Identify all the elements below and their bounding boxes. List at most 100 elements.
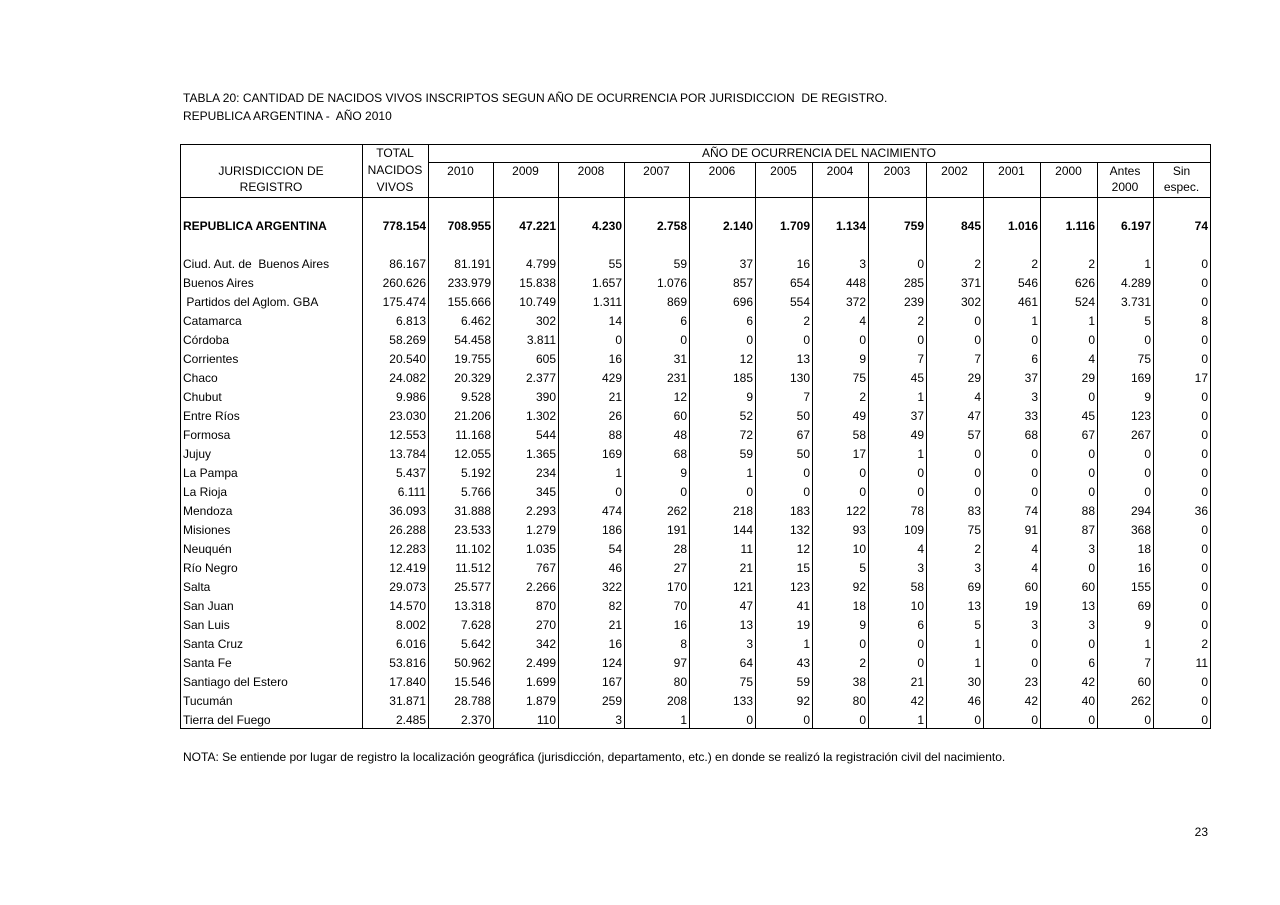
cell: 0 xyxy=(974,333,981,347)
cell: 64 xyxy=(739,656,753,670)
cell: 3 xyxy=(974,561,981,575)
cell: 371 xyxy=(960,276,981,290)
cell: 18 xyxy=(1137,542,1151,556)
cell: 0 xyxy=(1201,447,1208,461)
cell: 0 xyxy=(1201,333,1208,347)
cell: 708.955 xyxy=(447,219,491,233)
cell: 0 xyxy=(1031,447,1038,461)
rule xyxy=(755,162,756,728)
cell: 6.197 xyxy=(1120,219,1151,233)
cell: 0 xyxy=(1201,580,1208,594)
cell: 110 xyxy=(536,713,556,727)
cell: 461 xyxy=(1017,295,1038,309)
cell: 67 xyxy=(1081,428,1095,442)
cell: 58 xyxy=(910,580,924,594)
cell: 123 xyxy=(789,580,810,594)
cell: 29 xyxy=(967,371,981,385)
cell: 40 xyxy=(1081,694,1095,708)
cell: 45 xyxy=(1081,409,1095,423)
cell: 20.540 xyxy=(389,352,426,366)
cell: 86.167 xyxy=(389,257,426,271)
cell: 48 xyxy=(673,428,687,442)
cell: 60 xyxy=(1081,580,1095,594)
cell: 3 xyxy=(1088,618,1095,632)
cell: 15.838 xyxy=(519,276,556,290)
cell: 767 xyxy=(535,561,556,575)
page-number: 23 xyxy=(1194,825,1208,839)
cell: 3.731 xyxy=(1120,295,1151,309)
cell: 208 xyxy=(666,694,687,708)
cell: 80 xyxy=(673,675,687,689)
cell: 4.289 xyxy=(1120,276,1151,290)
cell: 0 xyxy=(803,485,810,499)
row-name: Corrientes xyxy=(183,352,239,366)
cell: 54.458 xyxy=(454,333,491,347)
cell: 5 xyxy=(859,561,866,575)
cell: 3 xyxy=(615,713,622,727)
rule xyxy=(1040,162,1041,728)
cell: 270 xyxy=(535,618,556,632)
cell: 46 xyxy=(967,694,981,708)
cell: 23.533 xyxy=(454,523,491,537)
cell: 2 xyxy=(974,542,981,556)
cell: 0 xyxy=(746,333,753,347)
cell: 3 xyxy=(1031,390,1038,404)
header-label: 2000 xyxy=(1111,180,1139,194)
cell: 9 xyxy=(746,390,753,404)
cell: 9 xyxy=(1144,390,1151,404)
cell: 12.553 xyxy=(389,428,426,442)
cell: 93 xyxy=(852,523,866,537)
cell: 155.666 xyxy=(447,295,491,309)
cell: 2 xyxy=(917,314,924,328)
cell: 17 xyxy=(1194,371,1208,385)
cell: 429 xyxy=(601,371,622,385)
header-group: AÑO DE OCURRENCIA DEL NACIMIENTO xyxy=(701,146,937,160)
cell: 3 xyxy=(859,257,866,271)
cell: 6.462 xyxy=(460,314,491,328)
row-name: Ciud. Aut. de Buenos Aires xyxy=(183,257,330,271)
header-label: 2004 xyxy=(826,164,854,178)
cell: 75 xyxy=(1137,352,1151,366)
cell: 191 xyxy=(666,523,687,537)
cell: 0 xyxy=(746,713,753,727)
cell: 17.840 xyxy=(389,675,426,689)
cell: 15.546 xyxy=(454,675,491,689)
cell: 123 xyxy=(1130,409,1151,423)
cell: 0 xyxy=(1031,466,1038,480)
cell: 11 xyxy=(740,542,753,556)
row-name: REPUBLICA ARGENTINA xyxy=(183,219,327,233)
cell: 1 xyxy=(974,637,981,651)
cell: 50.962 xyxy=(454,656,491,670)
cell: 47.221 xyxy=(519,219,556,233)
cell: 778.154 xyxy=(382,219,426,233)
cell: 54 xyxy=(608,542,622,556)
cell: 1.365 xyxy=(525,447,556,461)
header-label: 2007 xyxy=(643,164,670,178)
cell: 58 xyxy=(852,428,866,442)
cell: 0 xyxy=(680,485,687,499)
cell: 3 xyxy=(917,561,924,575)
rule xyxy=(1153,162,1154,728)
cell: 322 xyxy=(601,580,622,594)
cell: 49 xyxy=(910,428,924,442)
cell: 6 xyxy=(680,314,687,328)
cell: 0 xyxy=(1031,333,1038,347)
cell: 167 xyxy=(601,675,622,689)
cell: 9 xyxy=(1144,618,1151,632)
cell: 3.811 xyxy=(526,333,556,347)
note: NOTA: Se entiende por lugar de registro … xyxy=(183,750,1006,764)
cell: 554 xyxy=(789,295,810,309)
cell: 4 xyxy=(1031,542,1038,556)
cell: 9.528 xyxy=(460,390,491,404)
cell: 25.577 xyxy=(454,580,491,594)
cell: 654 xyxy=(789,276,810,290)
cell: 29 xyxy=(1081,371,1095,385)
cell: 0 xyxy=(1201,485,1208,499)
row-name: Chaco xyxy=(183,371,218,385)
cell: 83 xyxy=(967,504,981,518)
cell: 234 xyxy=(535,466,556,480)
title: TABLA 20: CANTIDAD DE NACIDOS VIVOS INSC… xyxy=(183,91,888,105)
cell: 67 xyxy=(796,428,810,442)
cell: 9 xyxy=(859,618,866,632)
cell: 342 xyxy=(535,637,556,651)
